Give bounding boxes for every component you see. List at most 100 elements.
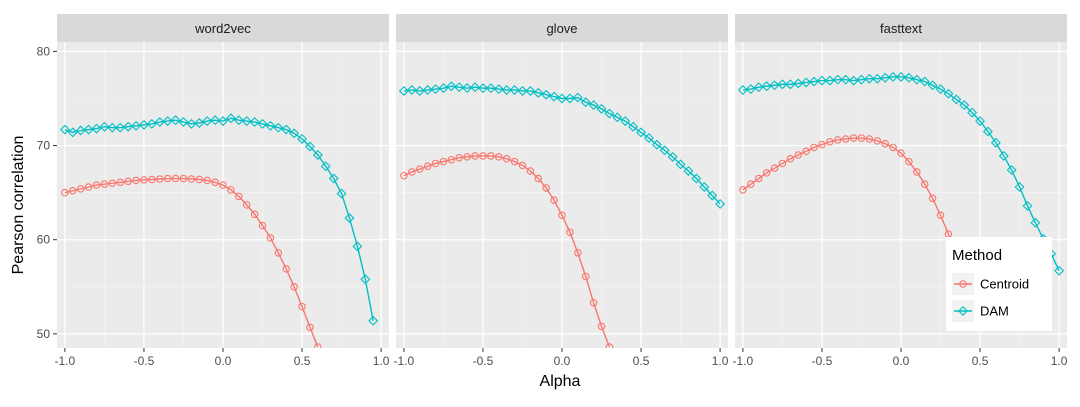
- data-point-centroid: [889, 143, 897, 152]
- data-point-dam: [785, 79, 796, 90]
- legend-label-centroid: Centroid: [980, 277, 1029, 292]
- data-point-dam: [856, 74, 867, 85]
- data-point-centroid: [605, 343, 614, 348]
- data-point-dam: [801, 77, 812, 88]
- data-point-dam: [344, 213, 355, 224]
- data-point-dam: [541, 89, 552, 100]
- data-point-centroid: [298, 302, 306, 311]
- facet-title-fasttext: fasttext: [880, 21, 922, 36]
- panel-word2vec: word2vec -1.0 -0.5 0.0 0.5 1.0 50 60 70 80: [37, 14, 390, 368]
- data-point-dam: [320, 161, 331, 172]
- data-point-centroid: [282, 265, 290, 273]
- data-point-centroid: [913, 168, 921, 176]
- data-point-dam: [297, 134, 308, 144]
- data-point-dam: [935, 84, 946, 95]
- data-point-centroid: [754, 174, 763, 183]
- facet-title-glove: glove: [546, 21, 577, 36]
- facet-title-word2vec: word2vec: [194, 21, 251, 36]
- data-point-centroid: [534, 174, 543, 183]
- data-point-dam: [967, 107, 978, 118]
- data-point-centroid: [195, 175, 204, 184]
- data-point-centroid: [526, 167, 535, 175]
- data-point-dam: [745, 84, 756, 95]
- data-point-dam: [273, 122, 284, 133]
- data-point-dam: [643, 133, 654, 144]
- panels-layer: word2vec -1.0 -0.5 0.0 0.5 1.0 50 60 70 80 glove -1…: [37, 14, 1068, 368]
- x-tick-label: 1.0: [373, 354, 390, 368]
- data-point-centroid: [140, 176, 148, 184]
- data-point-dam: [91, 123, 102, 134]
- data-point-centroid: [834, 136, 842, 144]
- data-point-centroid: [163, 174, 172, 183]
- data-point-centroid: [881, 139, 889, 148]
- data-point-centroid: [431, 159, 440, 168]
- data-point-centroid: [242, 201, 251, 209]
- data-point-dam: [430, 84, 441, 95]
- data-point-centroid: [566, 228, 574, 236]
- data-point-dam: [675, 159, 686, 170]
- data-point-centroid: [849, 134, 858, 142]
- data-point-dam: [699, 182, 710, 192]
- data-point-dam: [138, 119, 149, 130]
- data-point-centroid: [447, 155, 456, 164]
- data-point-dam: [368, 315, 379, 326]
- data-point-centroid: [873, 137, 882, 145]
- data-point-dam: [903, 72, 914, 83]
- data-point-dam: [162, 116, 173, 127]
- data-point-centroid: [747, 180, 755, 188]
- data-point-dam: [998, 150, 1009, 161]
- x-tick-label: 0.5: [294, 354, 311, 368]
- data-point-centroid: [250, 210, 259, 219]
- data-point-dam: [872, 73, 883, 84]
- data-point-dam: [612, 112, 623, 123]
- data-point-dam: [604, 108, 615, 119]
- panel-fasttext: fasttext -1.0 -0.5 0.0 0.5 1.0: [733, 14, 1068, 368]
- data-point-dam: [549, 91, 560, 102]
- data-point-centroid: [810, 143, 818, 152]
- data-point-centroid: [471, 152, 479, 160]
- data-point-dam: [919, 76, 930, 87]
- data-point-centroid: [936, 211, 945, 219]
- data-point-centroid: [794, 151, 802, 159]
- data-point-centroid: [581, 272, 590, 281]
- x-tick-label: 1.0: [1051, 354, 1068, 368]
- y-tick-label: 80: [37, 44, 51, 58]
- data-point-centroid: [897, 149, 905, 157]
- data-point-dam: [210, 115, 221, 126]
- data-point-dam: [501, 85, 512, 95]
- data-point-dam: [761, 81, 772, 92]
- data-point-dam: [398, 85, 409, 96]
- data-point-centroid: [802, 147, 810, 155]
- data-point-centroid: [203, 176, 211, 185]
- data-point-dam: [249, 117, 260, 128]
- data-point-dam: [446, 81, 457, 92]
- data-point-dam: [225, 113, 236, 124]
- data-point-dam: [422, 85, 433, 95]
- data-point-dam: [1022, 200, 1033, 211]
- data-point-dam: [793, 78, 804, 89]
- data-point-dam: [107, 122, 118, 133]
- data-point-centroid: [84, 183, 93, 191]
- data-point-dam: [352, 241, 363, 252]
- data-point-centroid: [857, 134, 866, 142]
- data-point-dam: [769, 80, 780, 91]
- data-point-dam: [1014, 182, 1025, 192]
- data-point-dam: [75, 125, 86, 136]
- data-point-dam: [485, 83, 496, 94]
- data-point-dam: [824, 75, 835, 86]
- x-tick-label: -1.0: [733, 354, 754, 368]
- data-point-dam: [1054, 265, 1065, 276]
- data-point-dam: [959, 100, 970, 111]
- series-line-dam-fasttext: [742, 76, 1060, 272]
- data-point-centroid: [739, 186, 747, 194]
- data-point-dam: [241, 116, 252, 127]
- data-point-centroid: [61, 188, 69, 197]
- data-point-dam: [123, 121, 134, 132]
- data-point-centroid: [108, 179, 117, 187]
- data-point-dam: [659, 145, 670, 156]
- data-point-dam: [493, 84, 504, 95]
- data-point-dam: [186, 118, 197, 129]
- data-point-dam: [636, 127, 647, 138]
- data-point-centroid: [187, 175, 196, 183]
